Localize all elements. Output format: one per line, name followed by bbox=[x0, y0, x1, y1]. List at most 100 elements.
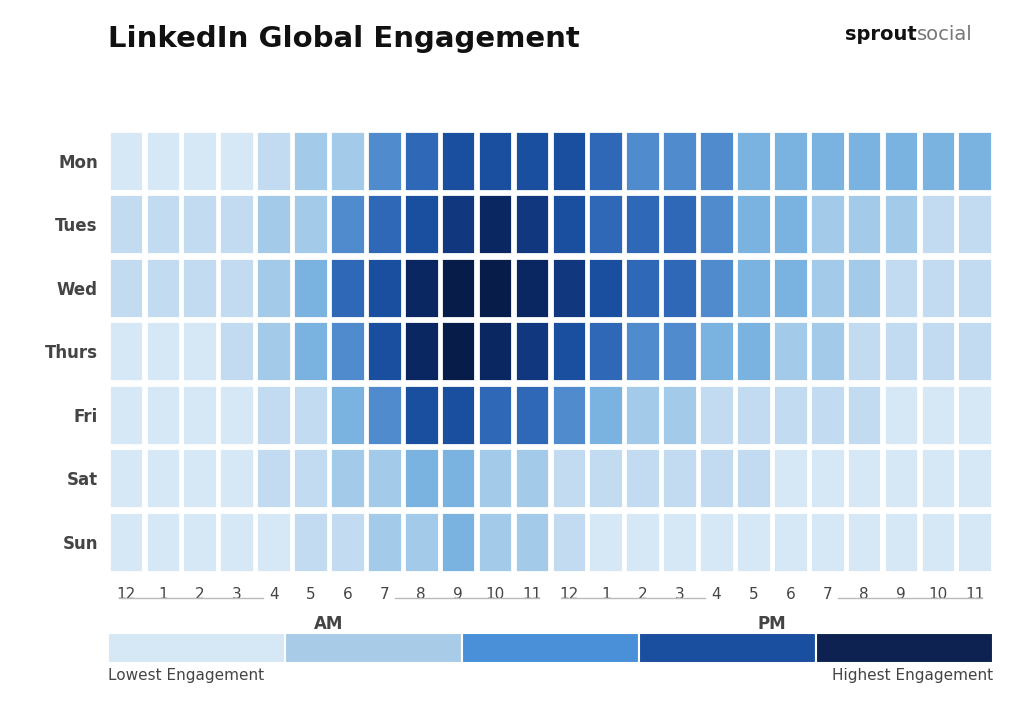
Bar bbox=[921, 131, 955, 191]
Bar bbox=[773, 449, 808, 508]
Bar bbox=[330, 258, 365, 318]
Bar bbox=[182, 258, 217, 318]
Bar bbox=[663, 194, 697, 254]
Bar bbox=[515, 512, 549, 571]
Bar bbox=[330, 321, 365, 381]
Bar bbox=[293, 258, 328, 318]
Bar bbox=[109, 131, 143, 191]
Bar bbox=[663, 449, 697, 508]
Bar bbox=[663, 321, 697, 381]
Bar bbox=[589, 321, 624, 381]
Bar bbox=[219, 194, 254, 254]
Bar bbox=[626, 385, 660, 445]
Bar bbox=[145, 194, 180, 254]
Bar bbox=[847, 131, 882, 191]
Bar bbox=[663, 131, 697, 191]
Bar bbox=[109, 385, 143, 445]
Bar bbox=[515, 258, 549, 318]
Bar bbox=[699, 258, 734, 318]
Bar bbox=[736, 385, 771, 445]
Bar bbox=[256, 512, 291, 571]
Bar bbox=[626, 131, 660, 191]
Bar bbox=[403, 131, 438, 191]
Bar bbox=[367, 321, 401, 381]
Bar bbox=[736, 258, 771, 318]
Bar bbox=[552, 449, 586, 508]
Bar bbox=[256, 385, 291, 445]
Bar bbox=[403, 194, 438, 254]
Bar bbox=[773, 321, 808, 381]
Bar bbox=[773, 512, 808, 571]
Bar bbox=[552, 258, 586, 318]
Bar bbox=[810, 258, 845, 318]
Bar bbox=[515, 385, 549, 445]
Bar bbox=[921, 258, 955, 318]
Bar bbox=[440, 258, 475, 318]
Bar bbox=[367, 258, 401, 318]
Bar bbox=[736, 449, 771, 508]
Bar bbox=[293, 131, 328, 191]
Bar bbox=[477, 321, 512, 381]
Bar bbox=[957, 194, 992, 254]
Bar bbox=[293, 449, 328, 508]
Bar bbox=[699, 131, 734, 191]
Bar bbox=[736, 512, 771, 571]
Bar bbox=[108, 633, 285, 663]
Bar bbox=[736, 321, 771, 381]
Bar bbox=[145, 321, 180, 381]
Bar bbox=[109, 512, 143, 571]
Bar bbox=[256, 194, 291, 254]
Bar bbox=[219, 385, 254, 445]
Bar bbox=[330, 194, 365, 254]
Bar bbox=[285, 633, 462, 663]
Bar bbox=[884, 321, 919, 381]
Bar bbox=[403, 385, 438, 445]
Bar bbox=[552, 385, 586, 445]
Bar bbox=[626, 512, 660, 571]
Bar bbox=[477, 194, 512, 254]
Bar bbox=[589, 194, 624, 254]
Bar bbox=[847, 194, 882, 254]
Bar bbox=[884, 512, 919, 571]
Bar bbox=[462, 633, 639, 663]
Bar bbox=[921, 449, 955, 508]
Bar bbox=[626, 449, 660, 508]
Bar bbox=[182, 449, 217, 508]
Bar bbox=[293, 321, 328, 381]
Bar bbox=[256, 258, 291, 318]
Bar bbox=[884, 258, 919, 318]
Bar bbox=[403, 512, 438, 571]
Bar bbox=[367, 131, 401, 191]
Bar bbox=[145, 385, 180, 445]
Bar bbox=[182, 194, 217, 254]
Bar bbox=[847, 258, 882, 318]
Text: social: social bbox=[916, 25, 972, 44]
Bar bbox=[552, 321, 586, 381]
Bar bbox=[957, 512, 992, 571]
Bar bbox=[109, 194, 143, 254]
Bar bbox=[219, 449, 254, 508]
Bar bbox=[293, 512, 328, 571]
Bar bbox=[736, 131, 771, 191]
Bar bbox=[330, 512, 365, 571]
Bar bbox=[109, 258, 143, 318]
Bar bbox=[256, 131, 291, 191]
Bar bbox=[921, 512, 955, 571]
Bar bbox=[957, 131, 992, 191]
Bar bbox=[552, 512, 586, 571]
Text: Lowest Engagement: Lowest Engagement bbox=[108, 668, 263, 683]
Bar bbox=[145, 449, 180, 508]
Bar bbox=[884, 194, 919, 254]
Bar bbox=[403, 258, 438, 318]
Bar bbox=[589, 131, 624, 191]
Bar bbox=[773, 258, 808, 318]
Bar bbox=[145, 131, 180, 191]
Bar bbox=[440, 131, 475, 191]
Bar bbox=[773, 194, 808, 254]
Bar bbox=[515, 131, 549, 191]
Bar bbox=[884, 131, 919, 191]
Bar bbox=[921, 321, 955, 381]
Bar bbox=[293, 194, 328, 254]
Bar bbox=[847, 512, 882, 571]
Text: LinkedIn Global Engagement: LinkedIn Global Engagement bbox=[108, 25, 580, 53]
